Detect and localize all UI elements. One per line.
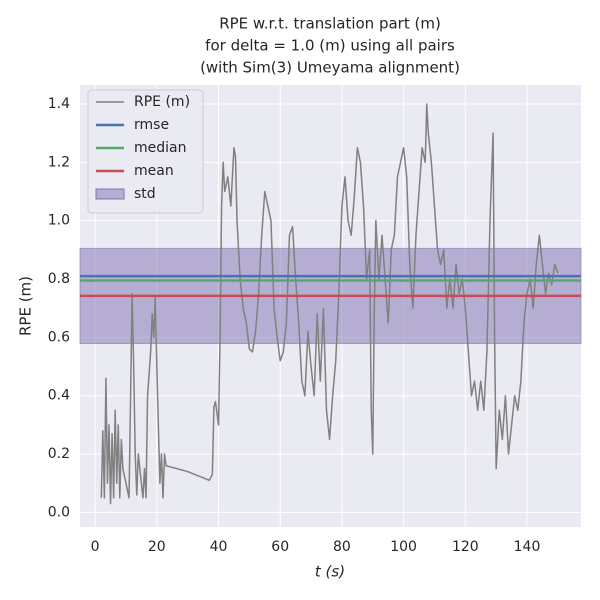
y-tick-label: 0.4 xyxy=(48,388,70,404)
x-tick-label: 120 xyxy=(452,539,479,555)
x-tick-label: 0 xyxy=(91,539,100,555)
y-tick-label: 1.2 xyxy=(48,154,70,170)
y-axis-label: RPE (m) xyxy=(17,276,35,336)
x-tick-label: 20 xyxy=(148,539,166,555)
legend-label: mean xyxy=(134,163,174,179)
x-tick-label: 60 xyxy=(271,539,289,555)
y-tick-label: 0.0 xyxy=(48,504,70,520)
legend-label: rmse xyxy=(134,117,169,133)
x-tick-label: 40 xyxy=(210,539,228,555)
x-tick-label: 140 xyxy=(514,539,541,555)
x-tick-label: 80 xyxy=(333,539,351,555)
y-tick-label: 0.8 xyxy=(48,271,70,287)
chart-title: (with Sim(3) Umeyama alignment) xyxy=(200,59,460,77)
legend-label: std xyxy=(134,186,156,202)
legend-box xyxy=(87,89,204,214)
legend-label: median xyxy=(134,140,186,156)
y-tick-label: 1.4 xyxy=(48,96,70,112)
y-tick-label: 0.6 xyxy=(48,329,70,345)
y-tick-label: 1.0 xyxy=(48,213,70,229)
x-tick-label: 100 xyxy=(390,539,417,555)
x-axis-label: t (s) xyxy=(315,563,345,581)
y-tick-label: 0.2 xyxy=(48,446,70,462)
data-line xyxy=(100,103,559,505)
chart-title: for delta = 1.0 (m) using all pairs xyxy=(205,37,455,55)
legend-label: RPE (m) xyxy=(134,94,190,110)
chart-title: RPE w.r.t. translation part (m) xyxy=(219,15,441,33)
legend-swatch xyxy=(95,188,125,200)
